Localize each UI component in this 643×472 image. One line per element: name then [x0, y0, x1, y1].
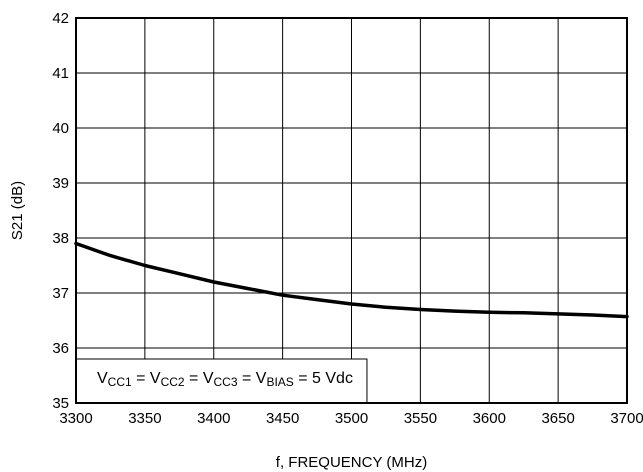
- y-tick-label: 35: [52, 395, 69, 412]
- annotation-text: VCC1 = VCC2 = VCC3 = VBIAS = 5 Vdc: [97, 370, 353, 389]
- x-tick-label: 3300: [59, 410, 92, 427]
- x-tick-label: 3600: [473, 410, 506, 427]
- y-tick-label: 42: [52, 10, 69, 27]
- x-tick-label: 3650: [541, 410, 574, 427]
- annotation-subscript: BIAS: [266, 375, 293, 389]
- annotation-subscript: CC2: [161, 375, 185, 389]
- annotation-text-part: = V: [238, 370, 267, 387]
- x-tick-label: 3400: [197, 410, 230, 427]
- x-tick-label: 3350: [128, 410, 161, 427]
- y-tick-labels: 35 36 37 38 39 40 41 42: [52, 10, 69, 412]
- annotation-text-part: = V: [132, 370, 161, 387]
- x-tick-labels: 3300 3350 3400 3450 3500 3550 3600 3650 3700: [59, 410, 643, 427]
- x-tick-label: 3500: [335, 410, 368, 427]
- annotation-background: [75, 358, 368, 404]
- y-axis-title: S21 (dB): [9, 181, 26, 240]
- annotation-subscript: CC3: [214, 375, 238, 389]
- grid: [76, 18, 627, 403]
- x-tick-label: 3450: [266, 410, 299, 427]
- x-axis-title: f, FREQUENCY (MHz): [276, 454, 427, 471]
- y-tick-label: 39: [52, 175, 69, 192]
- y-tick-label: 36: [52, 340, 69, 357]
- series-line: [74, 241, 629, 319]
- y-tick-label: 41: [52, 65, 69, 82]
- annotation-text-part: = V: [185, 370, 214, 387]
- annotation-subscript: CC1: [108, 375, 132, 389]
- annotation-text-part: V: [97, 370, 108, 387]
- plot-border: [75, 17, 628, 404]
- y-tick-label: 38: [52, 230, 69, 247]
- annotation-text-part: = 5 Vdc: [294, 370, 353, 387]
- y-tick-label: 37: [52, 285, 69, 302]
- y-tick-label: 40: [52, 120, 69, 137]
- x-tick-label: 3550: [404, 410, 437, 427]
- series-group: [74, 241, 629, 319]
- annotation-box: VCC1 = VCC2 = VCC3 = VBIAS = 5 Vdc: [75, 358, 368, 404]
- x-tick-label: 3700: [610, 410, 643, 427]
